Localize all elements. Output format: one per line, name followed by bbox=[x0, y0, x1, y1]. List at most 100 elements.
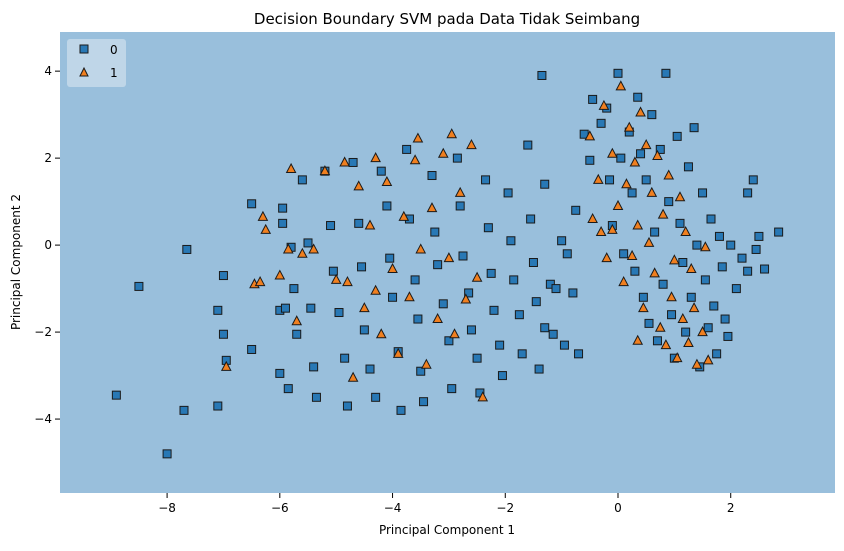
data-point-class-0 bbox=[613, 68, 623, 78]
data-point-class-0 bbox=[647, 110, 657, 120]
data-point-class-0 bbox=[641, 175, 651, 185]
data-point-class-1 bbox=[691, 358, 703, 369]
data-point-class-0 bbox=[523, 140, 533, 150]
x-axis: −8 −6 −4 −2 0 2 bbox=[158, 493, 735, 515]
data-point-class-0 bbox=[464, 288, 474, 298]
data-point-class-0 bbox=[743, 188, 753, 198]
chart-title: Decision Boundary SVM pada Data Tidak Se… bbox=[254, 10, 640, 28]
data-point-class-1 bbox=[319, 165, 331, 176]
data-point-class-0 bbox=[278, 203, 288, 213]
data-point-class-1 bbox=[339, 156, 350, 167]
data-point-class-1 bbox=[621, 178, 632, 189]
data-point-class-1 bbox=[454, 186, 466, 197]
data-point-class-0 bbox=[162, 449, 172, 459]
data-point-class-1 bbox=[683, 336, 694, 347]
data-point-class-0 bbox=[509, 275, 519, 285]
data-point-class-0 bbox=[774, 227, 784, 237]
legend-marker-1 bbox=[79, 66, 89, 77]
data-point-class-1 bbox=[697, 326, 708, 337]
y-tick-label: 0 bbox=[44, 238, 52, 252]
data-point-class-0 bbox=[179, 405, 189, 415]
data-point-class-1 bbox=[432, 312, 443, 324]
data-point-class-0 bbox=[385, 253, 395, 263]
data-point-class-1 bbox=[592, 173, 604, 184]
data-point-class-1 bbox=[607, 223, 618, 234]
data-point-class-1 bbox=[654, 321, 666, 332]
data-point-class-1 bbox=[291, 315, 303, 326]
data-point-class-0 bbox=[650, 227, 660, 237]
data-point-class-1 bbox=[370, 152, 381, 163]
data-point-class-0 bbox=[672, 131, 682, 141]
data-point-class-0 bbox=[182, 244, 192, 254]
data-point-class-1 bbox=[612, 199, 624, 210]
data-point-class-1 bbox=[700, 241, 711, 252]
data-point-class-0 bbox=[289, 284, 299, 294]
x-tick-label: 2 bbox=[727, 501, 735, 515]
data-point-class-1 bbox=[421, 358, 432, 369]
data-point-class-1 bbox=[632, 219, 644, 230]
data-point-class-0 bbox=[540, 179, 550, 189]
data-point-class-0 bbox=[574, 349, 584, 359]
data-point-class-0 bbox=[134, 281, 144, 291]
data-point-class-0 bbox=[303, 238, 313, 248]
data-point-class-1 bbox=[260, 223, 272, 234]
data-point-class-1 bbox=[601, 252, 613, 263]
data-point-class-0 bbox=[703, 323, 713, 333]
x-tick-label: −6 bbox=[271, 501, 289, 515]
data-point-class-0 bbox=[760, 264, 770, 274]
legend: 0 1 bbox=[67, 39, 126, 87]
data-point-class-0 bbox=[483, 223, 493, 233]
data-point-class-1 bbox=[220, 360, 232, 371]
data-point-class-0 bbox=[433, 260, 443, 270]
data-point-class-0 bbox=[644, 318, 654, 328]
data-point-class-0 bbox=[340, 353, 350, 363]
data-point-class-0 bbox=[686, 292, 696, 302]
data-point-class-0 bbox=[481, 175, 491, 185]
data-point-class-0 bbox=[551, 284, 561, 294]
data-point-class-1 bbox=[392, 347, 404, 358]
data-point-class-0 bbox=[585, 155, 595, 165]
data-point-class-1 bbox=[680, 225, 691, 237]
x-tick-label: −2 bbox=[496, 501, 514, 515]
data-point-class-0 bbox=[354, 218, 364, 228]
y-axis: −4 −2 0 2 4 bbox=[34, 64, 60, 426]
data-point-class-1 bbox=[404, 291, 415, 302]
data-point-class-0 bbox=[458, 251, 468, 261]
data-point-class-1 bbox=[688, 302, 700, 313]
x-axis-label: Principal Component 1 bbox=[379, 523, 515, 537]
data-point-class-1 bbox=[584, 130, 596, 141]
data-point-class-1 bbox=[437, 147, 449, 158]
data-point-class-1 bbox=[449, 328, 460, 339]
data-point-class-0 bbox=[278, 218, 288, 228]
data-point-class-0 bbox=[306, 303, 316, 313]
data-point-class-0 bbox=[737, 253, 747, 263]
x-tick-label: 0 bbox=[614, 501, 622, 515]
data-point-class-0 bbox=[413, 314, 423, 324]
data-point-class-1 bbox=[282, 243, 294, 254]
data-point-class-0 bbox=[720, 314, 730, 324]
legend-label-0: 0 bbox=[110, 43, 118, 57]
data-point-class-0 bbox=[692, 240, 702, 250]
data-point-class-1 bbox=[632, 334, 644, 345]
data-point-class-0 bbox=[402, 144, 412, 154]
data-point-class-1 bbox=[471, 271, 483, 282]
data-point-class-0 bbox=[636, 149, 646, 159]
data-point-class-0 bbox=[731, 284, 741, 294]
data-point-class-1 bbox=[607, 147, 618, 158]
data-point-class-1 bbox=[254, 276, 266, 287]
data-point-class-1 bbox=[370, 284, 381, 295]
x-tick-label: −8 bbox=[158, 501, 176, 515]
data-point-class-0 bbox=[357, 262, 367, 272]
data-point-class-0 bbox=[348, 157, 358, 167]
data-point-class-0 bbox=[365, 364, 375, 374]
data-point-class-0 bbox=[748, 175, 758, 185]
data-point-class-0 bbox=[275, 368, 285, 378]
data-point-class-0 bbox=[396, 405, 406, 415]
data-point-class-0 bbox=[571, 205, 581, 215]
data-point-class-0 bbox=[619, 249, 629, 259]
y-tick-label: 2 bbox=[44, 151, 52, 165]
data-point-class-0 bbox=[681, 327, 691, 337]
data-point-class-0 bbox=[213, 401, 223, 411]
